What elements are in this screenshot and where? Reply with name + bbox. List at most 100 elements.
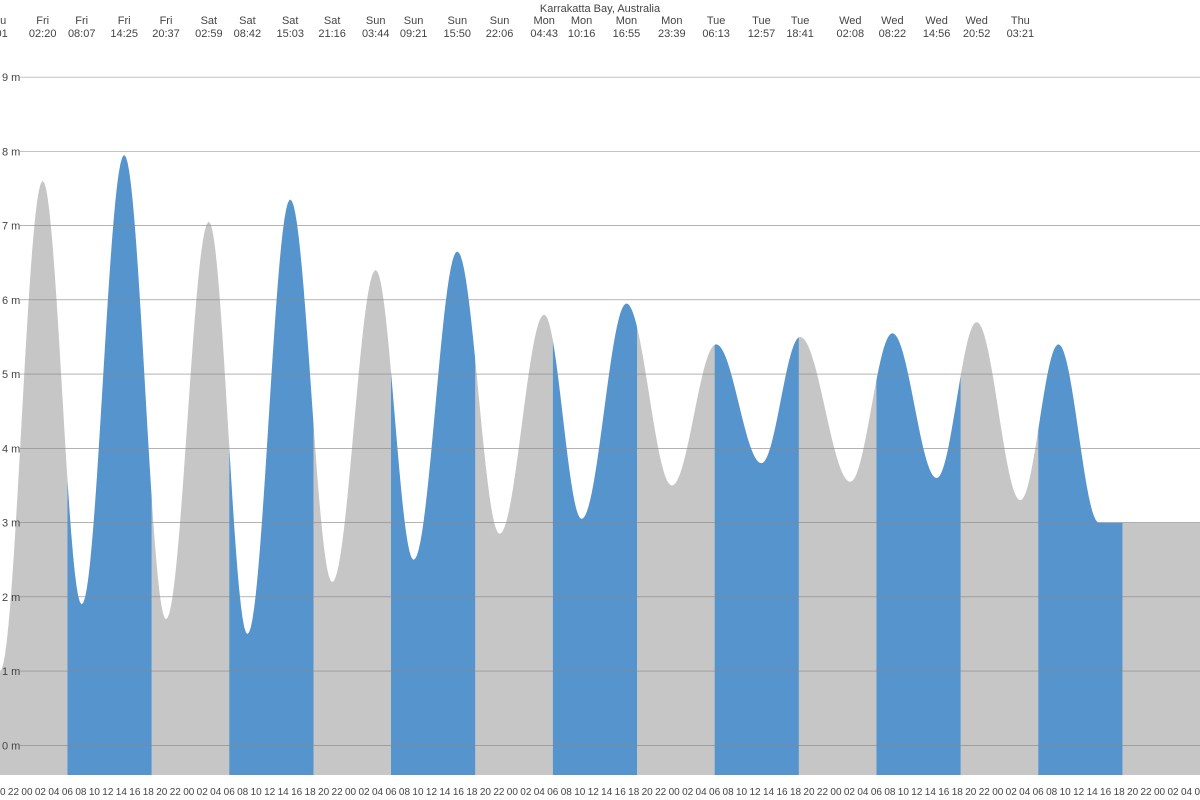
x-axis-hour-label: 04 [210, 787, 222, 798]
header-time-label: 08:22 [879, 28, 907, 40]
x-axis-hour-label: 18 [952, 787, 964, 798]
x-axis-hour-label: 22 [170, 787, 182, 798]
x-axis-hour-label: 22 [493, 787, 505, 798]
header-time-label: :01 [0, 28, 8, 40]
header-day-label: Wed [965, 15, 987, 27]
x-axis-hour-label: 06 [871, 787, 883, 798]
x-axis-hour-label: 20 [965, 787, 977, 798]
x-axis-hour-label: 02 [520, 787, 532, 798]
x-axis-hour-label: 04 [1181, 787, 1193, 798]
x-axis-hour-label: 08 [237, 787, 249, 798]
header-day-label: Sun [447, 15, 467, 27]
x-axis-hour-label: 00 [507, 787, 519, 798]
x-axis-hour-label: 18 [1114, 787, 1126, 798]
header-time-label: 04:43 [530, 28, 558, 40]
x-axis-hour-label: 04 [696, 787, 708, 798]
x-axis-hour-label: 08 [561, 787, 573, 798]
header-time-label: 12:57 [748, 28, 776, 40]
tide-chart-svg: 0 m1 m2 m3 m4 m5 m6 m7 m8 m9 mKarrakatta… [0, 0, 1200, 800]
x-axis-hour-label: 12 [1073, 787, 1085, 798]
x-axis-hour-label: 00 [669, 787, 681, 798]
x-axis-hour-label: 16 [291, 787, 303, 798]
x-axis-hour-label: 20 [480, 787, 492, 798]
x-axis-hour-label: 00 [183, 787, 195, 798]
x-axis-hour-label: 14 [278, 787, 290, 798]
x-axis-hour-label: 22 [979, 787, 991, 798]
x-axis-hour-label: 12 [588, 787, 600, 798]
x-axis-hour-label: 22 [1141, 787, 1153, 798]
header-time-label: 18:41 [786, 28, 814, 40]
header-time-label: 03:21 [1007, 28, 1035, 40]
y-axis-label: 4 m [2, 443, 20, 455]
x-axis-hour-label: 06 [62, 787, 74, 798]
x-axis-hour-label: 04 [1019, 787, 1031, 798]
x-axis-hour-label: 06 [547, 787, 559, 798]
x-axis-hour-label: 08 [1046, 787, 1058, 798]
x-axis-hour-label: 12 [264, 787, 276, 798]
x-axis-hour-label: 10 [736, 787, 748, 798]
x-axis-hour-label: 02 [1006, 787, 1018, 798]
x-axis-hour-label: 00 [992, 787, 1004, 798]
header-time-label: 22:06 [486, 28, 514, 40]
header-day-label: Sat [324, 15, 341, 27]
header-day-label: Sat [282, 15, 299, 27]
x-axis-hour-label: 20 [803, 787, 815, 798]
x-axis-hour-label: 22 [817, 787, 829, 798]
header-day-label: Sat [201, 15, 218, 27]
x-axis-hour-label: 22 [8, 787, 20, 798]
x-axis-hour-label: 04 [48, 787, 60, 798]
header-time-label: 15:03 [276, 28, 304, 40]
header-day-label: Mon [533, 15, 554, 27]
x-axis-hour-label: 18 [790, 787, 802, 798]
x-axis-hour-label: 20 [0, 787, 6, 798]
y-axis-label: 8 m [2, 146, 20, 158]
tide-chart: 0 m1 m2 m3 m4 m5 m6 m7 m8 m9 mKarrakatta… [0, 0, 1200, 800]
header-time-label: 06:13 [702, 28, 730, 40]
x-axis-hour-label: 20 [156, 787, 168, 798]
x-axis-hour-label: 02 [682, 787, 694, 798]
header-time-label: 14:25 [110, 28, 138, 40]
x-axis-hour-label: 14 [116, 787, 128, 798]
header-day-label: Tue [707, 15, 726, 27]
x-axis-hour-label: 00 [21, 787, 33, 798]
x-axis-hour-label: 04 [372, 787, 384, 798]
header-time-label: 15:50 [444, 28, 472, 40]
x-axis-hour-label: 10 [89, 787, 101, 798]
x-axis-hour-label: 12 [911, 787, 923, 798]
header-time-label: 14:56 [923, 28, 951, 40]
x-axis-hour-label: 14 [439, 787, 451, 798]
x-axis-hour-label: 16 [776, 787, 788, 798]
header-time-label: 20:37 [152, 28, 180, 40]
x-axis-hour-label: 18 [143, 787, 155, 798]
x-axis-hour-label: 02 [844, 787, 856, 798]
x-axis-hour-label: 06 [224, 787, 236, 798]
x-axis-hour-label: 18 [628, 787, 640, 798]
header-day-label: Wed [881, 15, 903, 27]
header-time-label: 08:07 [68, 28, 96, 40]
x-axis-hour-label: 02 [35, 787, 47, 798]
header-day-label: Sun [404, 15, 424, 27]
x-axis-hour-label: 10 [898, 787, 910, 798]
header-day-label: Wed [839, 15, 861, 27]
x-axis-hour-label: 20 [1127, 787, 1139, 798]
x-axis-hour-label: 10 [412, 787, 424, 798]
x-axis-hour-label: 00 [830, 787, 842, 798]
x-axis-hour-label: 18 [466, 787, 478, 798]
y-axis-label: 9 m [2, 72, 20, 84]
x-axis-hour-label: 08 [75, 787, 87, 798]
header-time-label: 03:44 [362, 28, 390, 40]
x-axis-hour-label: 04 [534, 787, 546, 798]
x-axis-hour-label: 18 [305, 787, 317, 798]
header-time-label: 02:20 [29, 28, 57, 40]
y-axis-label: 0 m [2, 740, 20, 752]
header-time-label: 09:21 [400, 28, 428, 40]
x-axis-hour-label: 02 [197, 787, 209, 798]
header-day-label: Sun [366, 15, 386, 27]
x-axis-hour-label: 10 [1060, 787, 1072, 798]
chart-title: Karrakatta Bay, Australia [540, 3, 661, 15]
x-axis-hour-label: 06 [1194, 787, 1200, 798]
x-axis-hour-label: 08 [884, 787, 896, 798]
x-axis-hour-label: 14 [1087, 787, 1099, 798]
header-time-label: 21:16 [318, 28, 346, 40]
y-axis-label: 5 m [2, 369, 20, 381]
